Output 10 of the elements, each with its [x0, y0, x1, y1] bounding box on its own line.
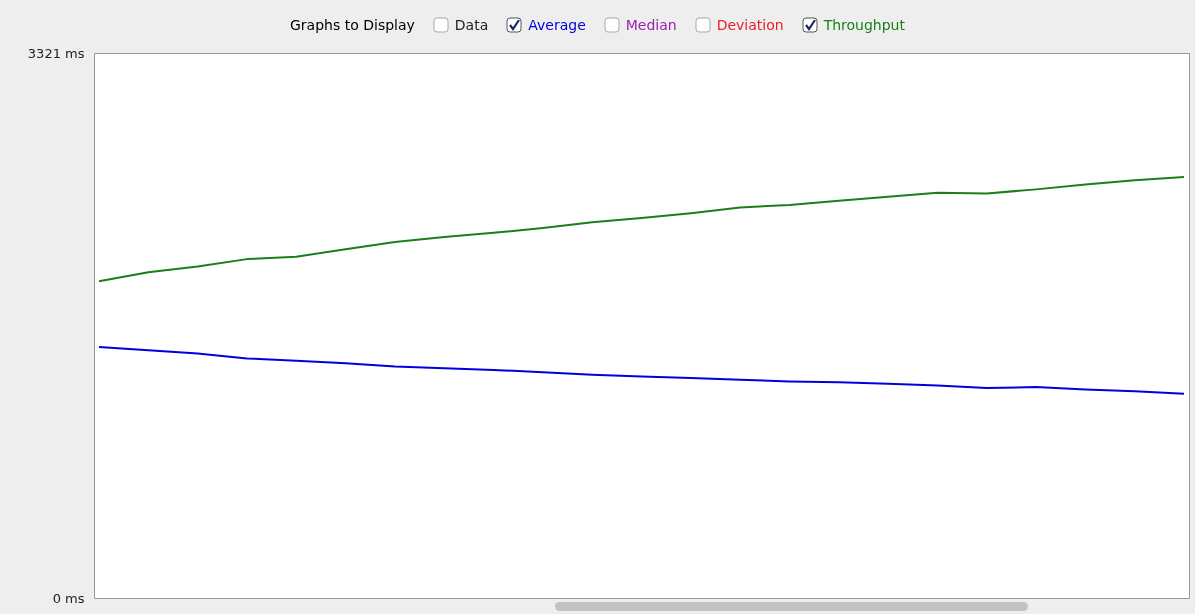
text: Median — [625, 17, 677, 33]
line-series — [98, 176, 1185, 283]
text: Throughput — [823, 17, 905, 33]
text: Deviation — [716, 17, 784, 33]
y-tick-label: 0 ms — [52, 590, 85, 606]
y-tick-label: 3321 ms — [27, 45, 85, 61]
text: Average — [528, 17, 586, 33]
line-series — [98, 345, 1185, 395]
legend-title: Graphs to Display — [290, 17, 415, 33]
text: Data — [454, 17, 489, 33]
